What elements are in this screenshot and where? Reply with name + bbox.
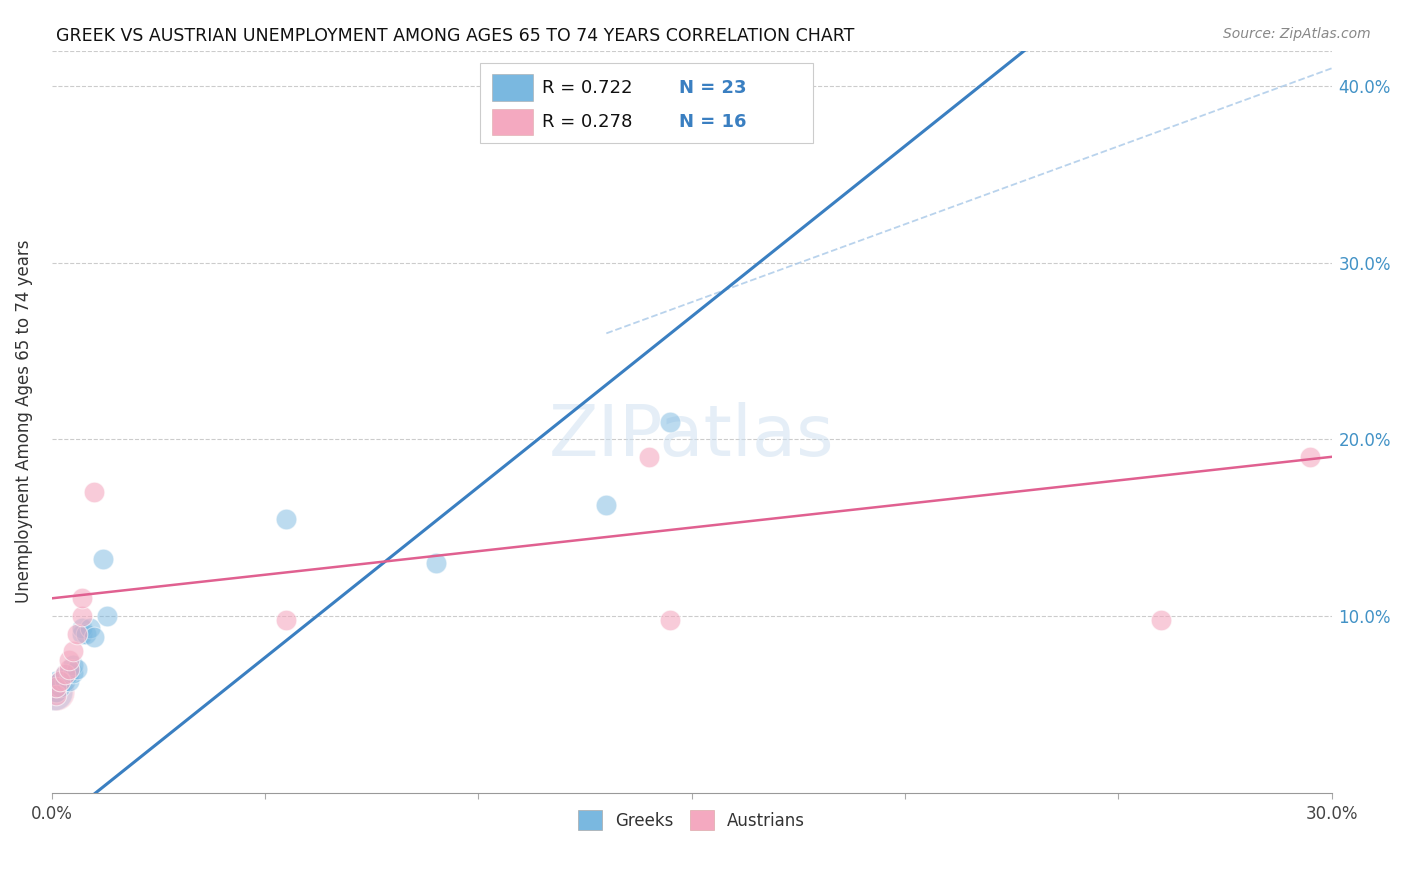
Point (83, 485, 105, 500)
Point (1299, 450, 1322, 464)
Point (58, 662, 80, 676)
Point (276, 512, 298, 526)
Legend: Greeks, Austrians: Greeks, Austrians (572, 804, 811, 837)
FancyBboxPatch shape (492, 74, 533, 101)
Point (49, 680, 72, 694)
Point (425, 556, 447, 570)
Point (66, 662, 89, 676)
Text: N = 16: N = 16 (679, 113, 747, 131)
Point (83, 630, 105, 644)
Text: R = 0.722: R = 0.722 (541, 78, 633, 96)
Point (70, 626, 93, 640)
Point (49, 674, 72, 689)
Text: R = 0.278: R = 0.278 (541, 113, 633, 131)
Point (49, 674, 72, 689)
Point (45, 680, 67, 694)
Text: ZIPatlas: ZIPatlas (548, 402, 835, 471)
Point (53, 667, 76, 681)
Y-axis label: Unemployment Among Ages 65 to 74 years: Unemployment Among Ages 65 to 74 years (15, 240, 32, 603)
Point (53, 674, 76, 689)
Text: N = 23: N = 23 (679, 78, 747, 96)
Point (58, 653, 80, 667)
Point (1150, 613, 1173, 627)
Point (45, 680, 67, 694)
Point (276, 613, 298, 627)
Point (638, 450, 661, 464)
Point (91, 552, 114, 566)
FancyBboxPatch shape (481, 63, 813, 144)
Point (62, 644, 84, 658)
Point (53, 667, 76, 681)
Point (58, 674, 80, 689)
Point (45, 674, 67, 689)
Point (62, 658, 84, 673)
Point (79, 621, 101, 635)
Point (70, 609, 93, 624)
Point (659, 415, 682, 429)
Point (45, 689, 67, 703)
Text: Source: ZipAtlas.com: Source: ZipAtlas.com (1223, 27, 1371, 41)
Point (58, 665, 80, 680)
Point (62, 665, 84, 680)
Point (70, 621, 93, 635)
Point (45, 685, 67, 699)
Point (66, 626, 89, 640)
Text: GREEK VS AUSTRIAN UNEMPLOYMENT AMONG AGES 65 TO 74 YEARS CORRELATION CHART: GREEK VS AUSTRIAN UNEMPLOYMENT AMONG AGE… (56, 27, 855, 45)
Point (70, 591, 93, 606)
Point (42, 685, 65, 699)
FancyBboxPatch shape (492, 109, 533, 136)
Point (96, 609, 118, 624)
Point (45, 685, 67, 699)
Point (75, 626, 97, 640)
Point (659, 613, 682, 627)
Point (595, 498, 617, 512)
